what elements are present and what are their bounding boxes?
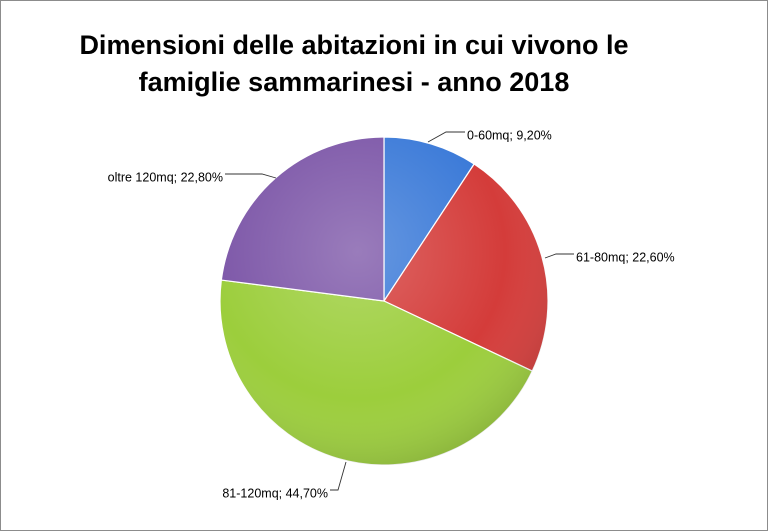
leader-line-1 [544, 253, 574, 259]
leader-line-3 [225, 173, 277, 179]
chart-title-line-2: famiglie sammarinesi - anno 2018 [138, 67, 570, 97]
chart-title-line-1: Dimensioni delle abitazioni in cui vivon… [79, 30, 629, 60]
leader-line-2 [330, 461, 347, 491]
data-label-0: 0-60mq; 9,20% [467, 128, 552, 142]
data-label-2: 81-120mq; 44,70% [222, 486, 328, 500]
leader-line-0 [427, 131, 465, 143]
data-label-3: oltre 120mq; 22,80% [108, 170, 223, 184]
data-label-1: 61-80mq; 22,60% [576, 250, 675, 264]
pie-slice-oltre-120mq [220, 136, 385, 302]
chart-title: Dimensioni delle abitazioni in cui vivon… [1, 27, 707, 101]
